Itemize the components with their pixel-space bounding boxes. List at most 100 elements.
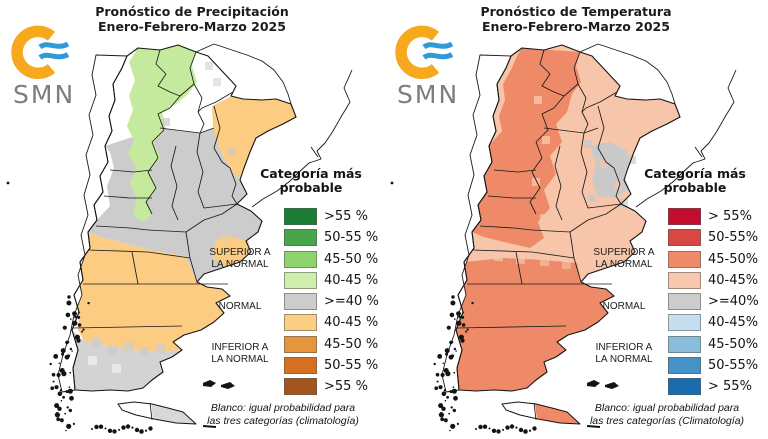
legend-color-swatch — [668, 208, 701, 225]
legend-row: 50-55 % — [284, 357, 379, 375]
argentina-precipitation-map — [6, 43, 353, 434]
province-border — [189, 257, 198, 283]
neighbor-border — [635, 69, 737, 208]
tierra-del-fuego-outline — [501, 401, 581, 425]
legend-color-swatch — [668, 293, 701, 311]
map-title-line2: Enero-Febrero-Marzo 2025 — [482, 19, 670, 34]
province-border — [493, 169, 537, 173]
border-lines-layer — [390, 43, 737, 428]
region-east-gray — [590, 142, 630, 198]
neighbor-border — [251, 69, 353, 208]
legend-title: Categoría más probable — [250, 167, 372, 194]
province-border — [72, 325, 183, 329]
map-title-line1: Pronóstico de Precipitación — [95, 4, 289, 19]
legend-title-line2: probable — [663, 179, 727, 195]
legend-color-swatch — [284, 293, 317, 311]
map-title-line1: Pronóstico de Temperatura — [480, 4, 672, 19]
province-border — [597, 105, 615, 169]
argentina-outline — [71, 44, 297, 392]
province-border — [213, 105, 231, 169]
legend-category-label: 45-50% — [708, 251, 759, 267]
province-border — [529, 141, 543, 215]
province-border — [573, 257, 582, 283]
legend-row: 45-50 % — [284, 335, 379, 353]
legend-color-swatch — [668, 357, 701, 375]
pixelation-blocks — [494, 96, 636, 269]
side-label-above-normal: SUPERIOR A LA NORMAL — [209, 247, 271, 270]
side-label-normal: NORMAL — [602, 301, 646, 312]
legend-row: >55 % — [284, 208, 379, 225]
province-border — [151, 95, 181, 143]
isla-de-los-estados — [202, 425, 217, 428]
legend-category-label: > 55% — [708, 379, 752, 395]
legend-color-swatch — [668, 271, 701, 289]
pixelation-blocks — [88, 62, 236, 373]
province-border — [471, 249, 575, 259]
legend-footnote: Blanco: igual probabilidad para las tres… — [589, 402, 745, 427]
province-border — [87, 249, 191, 259]
legend-color-swatch — [668, 378, 701, 396]
region-tdf-chile-white — [118, 402, 153, 420]
legend-category-label: 40-45 % — [324, 272, 379, 288]
province-border — [535, 95, 565, 143]
province-border — [479, 225, 533, 231]
legend-color-swatch — [284, 335, 317, 353]
region-patagonia-band-orange — [74, 232, 230, 352]
province-border — [109, 169, 153, 173]
province-border — [145, 141, 159, 215]
legend-color-swatch — [668, 229, 701, 247]
legend-color-swatch — [284, 314, 317, 332]
province-border — [569, 203, 622, 233]
argentina-outline — [455, 44, 681, 392]
legend-row: 40-45% — [668, 314, 759, 332]
region-west-salmon — [472, 48, 581, 248]
legend-row: 45-50 % — [284, 250, 379, 268]
province-border — [580, 132, 622, 209]
legend-category-label: 50-55% — [708, 230, 759, 246]
province-border — [170, 145, 179, 221]
legend-category-label: >55 % — [324, 379, 368, 395]
legend-row: 40-45 % — [284, 271, 379, 289]
legend-row: 50-55% — [668, 229, 759, 247]
legend-color-swatch — [668, 250, 701, 268]
legend-color-swatch — [284, 378, 317, 396]
map-title-line2: Enero-Febrero-Marzo 2025 — [98, 19, 286, 34]
province-border — [554, 145, 563, 221]
precipitation-panel: Pronóstico de Precipitación Enero-Febrer… — [6, 4, 379, 434]
province-border — [539, 49, 565, 97]
legend-row: 40-45% — [668, 271, 759, 289]
legend-category-label: >=40 % — [324, 294, 379, 310]
neighbor-border — [213, 43, 292, 105]
legend-color-swatch — [668, 314, 701, 332]
temperature-panel: Pronóstico de Temperatura Enero-Febrero-… — [384, 0, 768, 439]
legend-color-swatch — [284, 229, 317, 247]
province-border — [229, 167, 238, 205]
malvinas-islands — [203, 380, 216, 387]
province-border — [149, 402, 153, 421]
province-border — [197, 91, 234, 113]
province-border — [581, 91, 618, 113]
legend-rows: > 55% 50-55% 45-50% 40-45% >=40% 40-45% 45-50%… — [668, 208, 759, 400]
province-border — [613, 167, 622, 205]
side-label-below-normal: INFERIOR A LA NORMAL — [211, 342, 269, 365]
smn-logo-text: SMN — [13, 80, 76, 109]
neighbor-border — [597, 43, 676, 105]
region-tdf-chile-white — [502, 402, 537, 420]
map-regions — [72, 45, 296, 424]
smn-logo-icon — [11, 25, 70, 80]
legend-title-line1: Categoría más — [644, 166, 746, 181]
side-label-above-normal: SUPERIOR A LA NORMAL — [593, 247, 655, 270]
legend-category-label: 50-55 % — [324, 230, 379, 246]
malvinas-islands — [587, 380, 600, 387]
province-border — [563, 51, 581, 97]
legend-category-label: 50-55 % — [324, 358, 379, 374]
legend-row: > 55% — [668, 378, 759, 396]
map-title: Pronóstico de Temperatura Enero-Febrero-… — [384, 4, 768, 34]
malvinas-islands — [221, 382, 235, 389]
legend-category-label: 50-55% — [708, 358, 759, 374]
legend-row: >=40 % — [284, 293, 379, 311]
smn-logo-text: SMN — [397, 80, 460, 109]
legend-category-label: >=40% — [708, 294, 759, 310]
smn-logo-icon — [395, 25, 454, 80]
